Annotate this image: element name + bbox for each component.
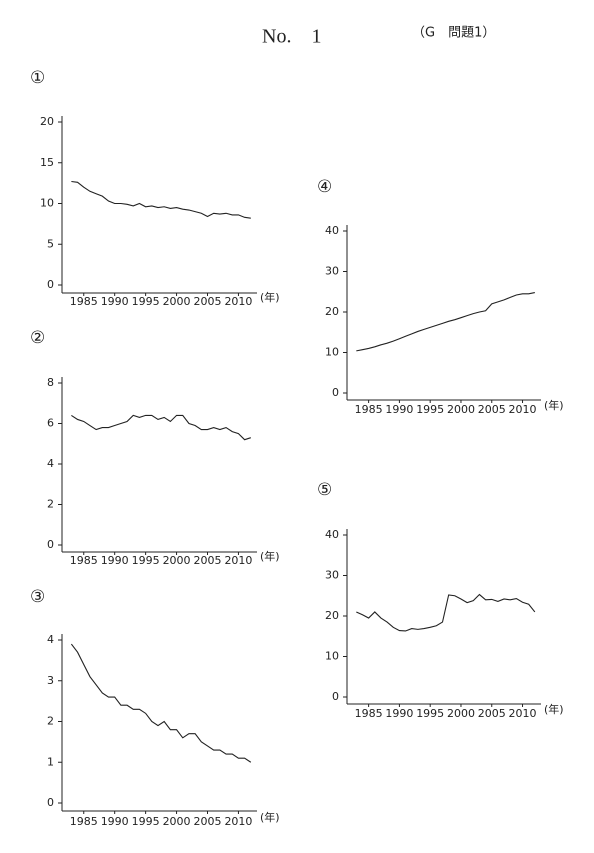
x-tick-label: 2000 xyxy=(163,554,191,567)
y-tick-label: 6 xyxy=(47,417,54,430)
x-tick-label: 1995 xyxy=(416,403,444,416)
y-tick-label: 0 xyxy=(47,538,54,551)
x-tick-label: 1990 xyxy=(101,815,129,828)
x-tick-label: 1990 xyxy=(101,295,129,308)
x-tick-label: 2010 xyxy=(224,815,252,828)
x-tick-label: 2005 xyxy=(478,403,506,416)
data-line xyxy=(71,180,251,219)
y-tick-label: 10 xyxy=(40,197,54,210)
y-tick-label: 30 xyxy=(325,569,339,582)
y-tick-label: 20 xyxy=(325,305,339,318)
chart-label: ① xyxy=(30,68,45,88)
x-tick-label: 1995 xyxy=(416,707,444,720)
y-tick-label: 1 xyxy=(47,755,54,768)
y-tick-label: 10 xyxy=(325,346,339,359)
x-tick-label: 1985 xyxy=(70,295,98,308)
y-tick-label: 20 xyxy=(325,609,339,622)
x-axis-label: (年) xyxy=(260,810,280,824)
y-tick-label: 2 xyxy=(47,498,54,511)
y-tick-label: 40 xyxy=(325,528,339,541)
problem-label: （G 問題1） xyxy=(412,26,495,41)
y-tick-label: 30 xyxy=(325,265,339,278)
x-tick-label: 2010 xyxy=(224,295,252,308)
y-tick-label: 8 xyxy=(47,376,54,389)
chart-label: ④ xyxy=(317,177,332,197)
page-number: No. 1 xyxy=(262,26,321,48)
y-tick-label: 10 xyxy=(325,650,339,663)
y-tick-label: 0 xyxy=(47,278,54,291)
x-tick-label: 2000 xyxy=(447,707,475,720)
x-tick-label: 2000 xyxy=(163,815,191,828)
x-tick-label: 2000 xyxy=(447,403,475,416)
x-tick-label: 2010 xyxy=(509,707,537,720)
y-tick-label: 15 xyxy=(40,156,54,169)
y-tick-label: 4 xyxy=(47,633,54,646)
y-tick-label: 0 xyxy=(332,386,339,399)
y-tick-label: 20 xyxy=(40,115,54,128)
y-tick-label: 0 xyxy=(332,690,339,703)
x-tick-label: 2000 xyxy=(163,295,191,308)
x-tick-label: 1990 xyxy=(385,403,413,416)
y-tick-label: 0 xyxy=(47,796,54,809)
x-tick-label: 1985 xyxy=(70,554,98,567)
x-axis-label: (年) xyxy=(260,290,280,304)
y-tick-label: 2 xyxy=(47,715,54,728)
data-line xyxy=(70,643,252,763)
x-axis-label: (年) xyxy=(544,702,564,716)
x-tick-label: 1985 xyxy=(355,707,383,720)
x-tick-label: 1995 xyxy=(132,295,160,308)
chart-label: ⑤ xyxy=(317,480,332,500)
x-axis-label: (年) xyxy=(544,398,564,412)
y-tick-label: 40 xyxy=(325,224,339,237)
x-axis-label: (年) xyxy=(260,549,280,563)
x-tick-label: 1990 xyxy=(101,554,129,567)
data-line xyxy=(356,292,535,352)
y-tick-label: 5 xyxy=(47,237,54,250)
x-tick-label: 1985 xyxy=(70,815,98,828)
data-line xyxy=(356,593,536,632)
chart-label: ③ xyxy=(30,587,45,607)
x-tick-label: 1995 xyxy=(132,815,160,828)
x-tick-label: 2005 xyxy=(478,707,506,720)
x-tick-label: 2005 xyxy=(194,295,222,308)
x-tick-label: 2010 xyxy=(509,403,537,416)
chart-label: ② xyxy=(30,328,45,348)
x-tick-label: 2010 xyxy=(224,554,252,567)
x-tick-label: 1985 xyxy=(355,403,383,416)
x-tick-label: 1995 xyxy=(132,554,160,567)
y-tick-label: 4 xyxy=(47,457,54,470)
x-tick-label: 1990 xyxy=(385,707,413,720)
y-tick-label: 3 xyxy=(47,674,54,687)
data-line xyxy=(71,414,251,441)
x-tick-label: 2005 xyxy=(194,554,222,567)
x-tick-label: 2005 xyxy=(194,815,222,828)
